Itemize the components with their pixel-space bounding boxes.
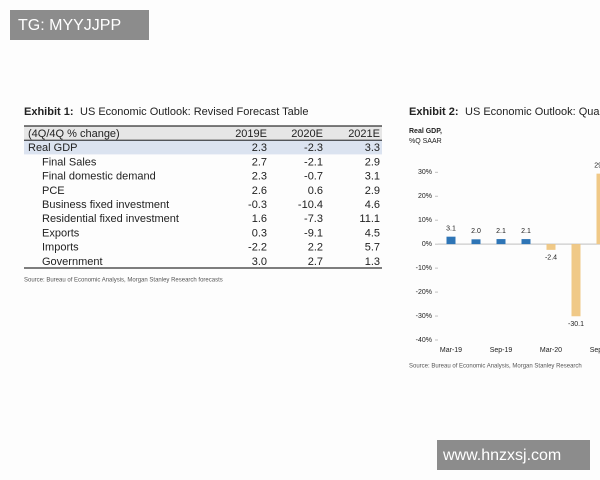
- row-label: Business fixed investment: [42, 199, 169, 211]
- y-tick-label: 30%: [418, 169, 432, 176]
- row-label: Exports: [42, 227, 80, 239]
- table-cell: 4.5: [365, 227, 380, 239]
- bar: [446, 236, 456, 245]
- x-tick-label: Sep-20: [590, 347, 600, 354]
- bar: [496, 239, 506, 245]
- highlight-row: [24, 140, 382, 155]
- table-cell: -2.3: [304, 142, 323, 154]
- exhibit-label: Exhibit 1:: [24, 106, 74, 118]
- table-cell: 1.3: [365, 256, 380, 268]
- y-tick-label: 10%: [418, 217, 432, 224]
- y-tick-label: 0%: [422, 241, 432, 248]
- bar: [546, 244, 556, 250]
- exhibit-title: US Economic Outlook: Revised Forecast Ta…: [80, 106, 308, 118]
- y-tick-label: -30%: [416, 313, 432, 320]
- x-tick-label: Mar-20: [540, 347, 562, 354]
- source-note: Source: Bureau of Economic Analysis, Mor…: [24, 278, 223, 284]
- y-axis-label: %Q SAAR: [409, 138, 442, 145]
- data-label: 29.4: [594, 162, 600, 169]
- table-cell: 3.1: [365, 171, 380, 183]
- y-tick-label: -20%: [416, 289, 432, 296]
- table-cell: -0.7: [304, 171, 323, 183]
- table-cell: 2.2: [308, 242, 323, 254]
- y-tick-label: -40%: [416, 337, 432, 344]
- table-cell: 2.7: [252, 156, 267, 168]
- table-cell: -2.2: [248, 242, 267, 254]
- row-label: Residential fixed investment: [42, 213, 179, 225]
- table-cell: 3.0: [252, 256, 267, 268]
- table-cell: -7.3: [304, 213, 323, 225]
- table-cell: 3.3: [365, 142, 380, 154]
- watermark-box: [10, 10, 149, 40]
- row-label: Government: [42, 256, 103, 268]
- data-label: 3.1: [446, 226, 456, 233]
- column-header: 2021E: [348, 128, 380, 140]
- table-cell: 2.3: [252, 171, 267, 183]
- bar: [521, 239, 531, 245]
- header-band: [24, 126, 382, 141]
- table-cell: -9.1: [304, 227, 323, 239]
- table-cell: -10.4: [298, 199, 323, 211]
- table-cell: 2.3: [252, 142, 267, 154]
- table-cell: 2.7: [308, 256, 323, 268]
- watermark-box: [437, 440, 590, 470]
- exhibit-title: US Economic Outlook: Qua: [465, 106, 600, 118]
- data-label: 2.0: [471, 228, 481, 235]
- x-tick-label: Sep-19: [490, 347, 513, 354]
- table-cell: 5.7: [365, 242, 380, 254]
- table-cell: 2.6: [252, 185, 267, 197]
- bar: [596, 173, 600, 245]
- watermark-text: www.hnzxsj.com: [442, 447, 561, 464]
- bar: [471, 239, 481, 245]
- table-cell: 2.9: [365, 185, 380, 197]
- column-header: (4Q/4Q % change): [28, 128, 120, 140]
- row-label: Final Sales: [42, 156, 97, 168]
- data-label: -30.1: [568, 321, 584, 328]
- data-label: 2.1: [496, 228, 506, 235]
- exhibit-label: Exhibit 2:: [409, 106, 459, 118]
- y-tick-label: -10%: [416, 265, 432, 272]
- row-label: PCE: [42, 185, 65, 197]
- column-header: 2019E: [235, 128, 267, 140]
- table-cell: 0.3: [252, 227, 267, 239]
- table-cell: -2.1: [304, 156, 323, 168]
- data-label: 2.1: [521, 228, 531, 235]
- data-label: -2.4: [545, 255, 557, 262]
- table-cell: -0.3: [248, 199, 267, 211]
- source-note: Source: Bureau of Economic Analysis, Mor…: [409, 364, 582, 370]
- bar: [571, 244, 581, 317]
- table-cell: 2.9: [365, 156, 380, 168]
- table-cell: 1.6: [252, 213, 267, 225]
- watermark-text: TG: MYYJJPP: [18, 17, 121, 34]
- row-label: Final domestic demand: [42, 171, 156, 183]
- table-cell: 0.6: [308, 185, 323, 197]
- table-cell: 4.6: [365, 199, 380, 211]
- y-tick-label: 20%: [418, 193, 432, 200]
- row-label: Real GDP: [28, 142, 78, 154]
- y-axis-label: Real GDP,: [409, 128, 442, 135]
- column-header: 2020E: [291, 128, 323, 140]
- table-cell: 11.1: [359, 213, 380, 225]
- x-tick-label: Mar-19: [440, 347, 462, 354]
- row-label: Imports: [42, 242, 79, 254]
